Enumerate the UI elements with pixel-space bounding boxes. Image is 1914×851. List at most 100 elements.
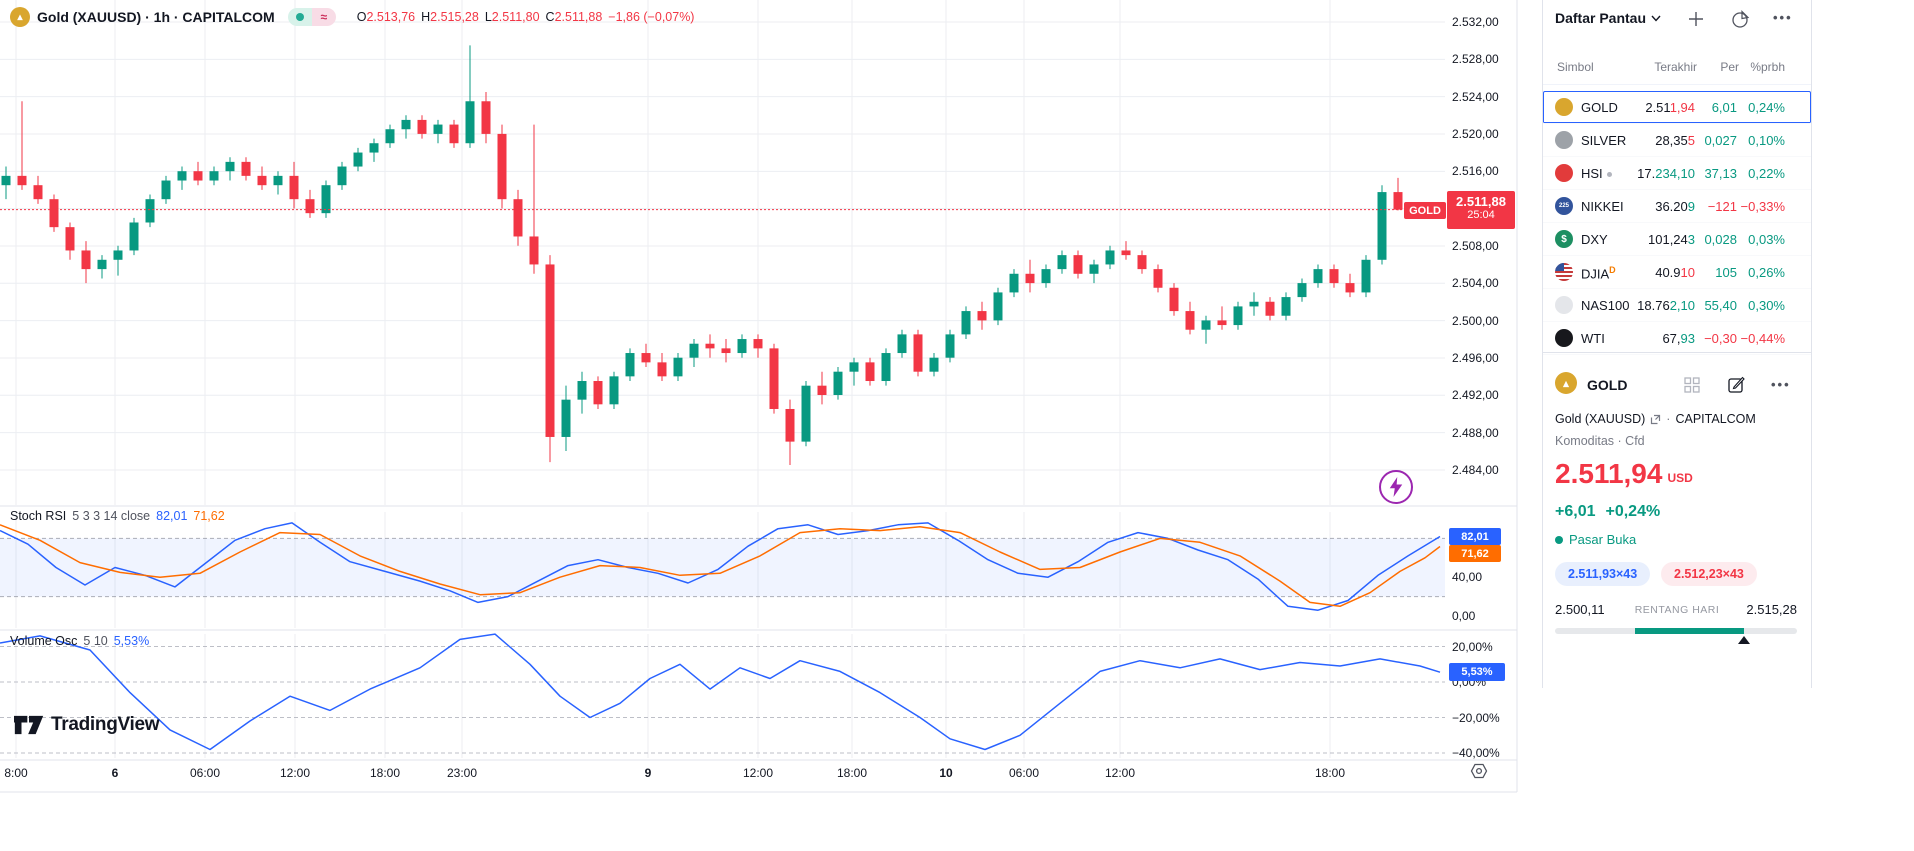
stoch-d-badge: 71,62 [1449, 545, 1501, 562]
stoch-rsi-legend[interactable]: Stoch RSI 5 3 3 14 close 82,01 71,62 [10, 509, 225, 523]
last-price-badge: 2.511,88 25:04 [1447, 191, 1515, 229]
watchlist-row-nas100[interactable]: NAS100 18.762,10 55,40 0,30% [1543, 289, 1811, 322]
change-value: −0,30 [1704, 331, 1737, 346]
market-status: Pasar Buka [1555, 532, 1636, 547]
external-link-icon [1651, 414, 1661, 424]
symbol-name: NAS100 [1581, 298, 1629, 313]
detail-price: 2.511,94 USD [1555, 458, 1693, 490]
watchlist-row-djia[interactable]: DJIAD 40.910 105 0,26% [1543, 256, 1811, 289]
open-label: O [356, 10, 367, 24]
change-value: 0,028 [1704, 232, 1737, 247]
symbol-name: HSI [1581, 166, 1629, 181]
tradingview-logo[interactable]: TradingView [14, 712, 160, 738]
change-percent: 0,03% [1748, 232, 1785, 247]
watchlist-row-wti[interactable]: WTI 67,93 −0,30 −0,44% [1543, 322, 1811, 355]
change-percent: 0,30% [1748, 298, 1785, 313]
change-value: 37,13 [1704, 166, 1737, 181]
last-price: 101,243 [1648, 232, 1695, 247]
detail-change-abs: +6,01 [1555, 503, 1596, 520]
ohlc-values: O2.513,76 H2.515,28 L2.511,80 C2.511,88 … [357, 10, 695, 24]
bar-countdown: 25:04 [1467, 209, 1495, 221]
data-source-flag: D [1609, 265, 1616, 275]
ask-button[interactable]: 2.512,23×43 [1661, 562, 1757, 586]
change-percent: 0,10% [1748, 133, 1785, 148]
last-price: 17.234,10 [1637, 166, 1695, 181]
detail-grid-icon[interactable] [1683, 376, 1701, 399]
column-last[interactable]: Terakhir [1654, 60, 1697, 74]
detail-currency: USD [1667, 471, 1693, 485]
symbol-name: DXY [1581, 232, 1608, 247]
boost-button[interactable] [1379, 470, 1413, 504]
stoch-rsi-params: 5 3 3 14 close [72, 509, 151, 523]
watchlist-row-hsi[interactable]: HSI 17.234,10 37,13 0,22% [1543, 157, 1811, 190]
last-price: 2.511,94 [1645, 100, 1695, 115]
volume-osc-legend[interactable]: Volume Osc 5 10 5,53% [10, 634, 149, 648]
low-value: 2.511,80 [491, 10, 540, 24]
detail-more-button[interactable]: ••• [1771, 377, 1791, 392]
bid-button[interactable]: 2.511,93×43 [1555, 562, 1651, 586]
status-pills: ≈ [287, 8, 336, 26]
column-change[interactable]: Per [1720, 60, 1739, 74]
watchlist-column-headers: Simbol Terakhir Per %prbh [1543, 60, 1811, 85]
panel-divider [1543, 352, 1811, 353]
chart-canvas[interactable] [0, 0, 1536, 800]
column-symbol[interactable]: Simbol [1557, 60, 1594, 74]
close-label: C [545, 10, 555, 24]
stoch-k-badge: 82,01 [1449, 528, 1501, 545]
watchlist-title-text: Daftar Pantau [1555, 10, 1647, 26]
day-range-bar [1555, 628, 1797, 634]
day-range-low: 2.500,11 [1555, 602, 1605, 617]
detail-category: Komoditas · Cfd [1555, 434, 1645, 448]
day-range-marker-icon [1737, 636, 1750, 644]
detail-subtitle[interactable]: Gold (XAUUSD) · CAPITALCOM [1555, 412, 1756, 426]
market-status-text: Pasar Buka [1569, 532, 1637, 547]
silver-icon [1555, 131, 1573, 149]
detail-subtitle-sep: · [1666, 412, 1671, 426]
watchlist-title[interactable]: Daftar Pantau [1555, 10, 1661, 26]
add-symbol-button[interactable] [1687, 10, 1705, 33]
open-value: 2.513,76 [366, 10, 416, 24]
detail-price-value: 2.511,94 [1555, 458, 1663, 489]
symbol-name: SILVER [1581, 133, 1627, 148]
change-percent: 0,24% [1748, 100, 1785, 115]
watchlist-row-dxy[interactable]: $ DXY 101,243 0,028 0,03% [1543, 223, 1811, 256]
market-status-icon[interactable] [287, 8, 312, 26]
last-price: 36.209 [1655, 199, 1695, 214]
day-range-high: 2.515,28 [1746, 602, 1797, 617]
high-value: 2.515,28 [430, 10, 479, 24]
watchlist-row-nikkei[interactable]: 225 NIKKEI 36.209 −121 −0,33% [1543, 190, 1811, 223]
day-range-fill [1634, 628, 1744, 634]
watchlist-row-silver[interactable]: SILVER 28,355 0,027 0,10% [1543, 124, 1811, 157]
chevron-down-icon [1651, 15, 1661, 22]
tradingview-logo-text: TradingView [51, 714, 160, 735]
high-label: H [421, 10, 431, 24]
chart-widget: 2.532,00 2.528,00 2.524,00 2.520,00 2.516,00… [0, 0, 1536, 800]
volume-osc-badge: 5,53% [1449, 663, 1505, 681]
djia-icon [1555, 263, 1573, 281]
detail-subtitle-name[interactable]: Gold (XAUUSD) [1555, 412, 1646, 426]
last-price: 40.910 [1655, 265, 1695, 280]
change-value: −1,86 (−0,07%) [608, 10, 695, 24]
detail-edit-icon[interactable] [1727, 375, 1746, 399]
detail-exchange: CAPITALCOM [1675, 412, 1756, 426]
change-percent: −0,33% [1740, 199, 1785, 214]
allocation-donut-icon[interactable] [1731, 10, 1750, 34]
symbol-logo-icon: ▴ [10, 7, 30, 27]
delayed-data-icon[interactable]: ≈ [311, 8, 336, 26]
timezone-settings-icon[interactable] [1470, 762, 1488, 785]
volume-osc-title: Volume Osc [10, 634, 78, 648]
change-percent: −0,44% [1740, 331, 1785, 346]
last-price-value: 2.511,88 [1456, 194, 1506, 209]
price-line-symbol-tag: GOLD [1404, 202, 1446, 219]
volume-osc-value: 5,53% [113, 634, 150, 648]
detail-change: +6,01 +0,24% [1555, 503, 1660, 521]
chart-symbol-title[interactable]: Gold (XAUUSD) · 1h · CAPITALCOM [37, 9, 275, 25]
watchlist-more-button[interactable]: ••• [1773, 10, 1793, 25]
last-price: 28,355 [1655, 133, 1695, 148]
watchlist-row-gold[interactable]: GOLD 2.511,94 6,01 0,24% [1543, 91, 1811, 124]
change-percent: 0,26% [1748, 265, 1785, 280]
nikkei-icon: 225 [1555, 197, 1573, 215]
column-percent[interactable]: %prbh [1750, 60, 1785, 74]
change-value: 6,01 [1711, 100, 1737, 115]
detail-symbol-title: GOLD [1587, 377, 1628, 393]
